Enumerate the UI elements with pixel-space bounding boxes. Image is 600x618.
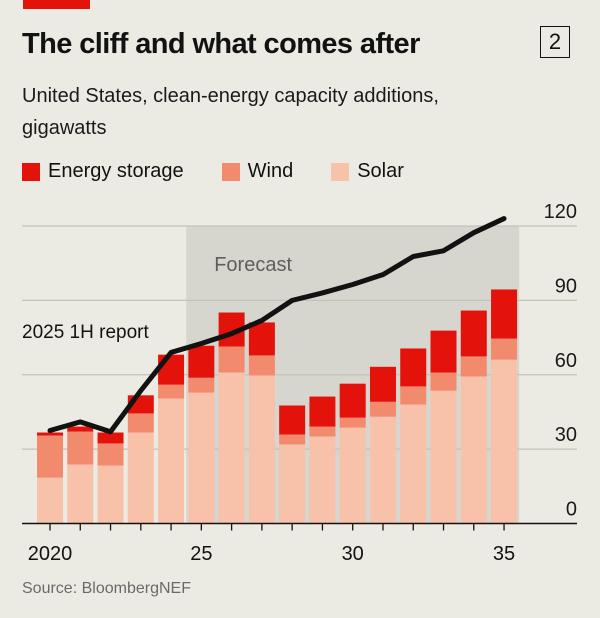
y-tick-label: 120 — [544, 201, 577, 223]
bar-energy-storage-2024 — [158, 354, 185, 385]
x-tick-label: 25 — [190, 543, 212, 565]
bar-energy-storage-2020 — [37, 432, 63, 436]
bar-energy-storage-2032 — [400, 348, 427, 387]
chart-subtitle: United States, clean-energy capacity add… — [22, 85, 439, 139]
bar-wind-2021 — [67, 431, 94, 465]
legend-item-solar: Solar — [331, 160, 404, 183]
bar-solar-2030 — [339, 427, 366, 524]
legend-label-wind: Wind — [247, 160, 294, 182]
bar-solar-2021 — [67, 464, 94, 524]
legend-item-storage: Energy storage — [22, 160, 184, 183]
line-2025-1h-report — [47, 216, 507, 435]
bar-wind-2025 — [188, 377, 215, 393]
bar-solar-2027 — [248, 375, 275, 524]
bar-wind-2031 — [369, 401, 396, 417]
bar-energy-storage-2031 — [369, 366, 396, 402]
source-note: Source: BloombergNEF — [22, 580, 191, 597]
legend-swatch-storage — [22, 162, 40, 181]
x-tick-label: 30 — [342, 543, 364, 565]
bar-wind-2022 — [97, 443, 124, 466]
bar-energy-storage-2029 — [309, 396, 336, 427]
bar-solar-2025 — [188, 392, 215, 524]
bar-wind-2035 — [491, 338, 518, 360]
bar-energy-storage-2022 — [97, 432, 124, 444]
bar-wind-2029 — [309, 426, 336, 437]
bar-wind-2020 — [37, 435, 63, 478]
bar-wind-2026 — [218, 346, 245, 373]
chart-number-badge: 2 — [540, 26, 570, 58]
bar-energy-storage-2027 — [248, 322, 275, 356]
bar-wind-2023 — [127, 413, 154, 433]
bar-solar-2026 — [218, 372, 245, 524]
legend-label-storage: Energy storage — [48, 160, 184, 182]
bar-energy-storage-2033 — [430, 330, 457, 373]
legend-item-wind: Wind — [221, 160, 294, 183]
bar-wind-2032 — [400, 386, 427, 405]
x-tick-label: 2020 — [28, 543, 73, 565]
bar-energy-storage-2021 — [67, 426, 94, 432]
bar-solar-2024 — [158, 398, 185, 524]
bar-wind-2024 — [158, 384, 185, 399]
x-tick-label: 35 — [493, 543, 515, 565]
bar-energy-storage-2030 — [339, 383, 366, 418]
y-tick-label: 30 — [555, 424, 577, 446]
bar-wind-2027 — [248, 355, 275, 376]
bar-energy-storage-2025 — [188, 345, 215, 378]
bar-solar-2028 — [279, 444, 306, 524]
forecast-label: Forecast — [214, 254, 292, 276]
bar-solar-2022 — [97, 465, 124, 524]
y-tick-label: 90 — [555, 275, 577, 297]
legend-swatch-wind — [221, 162, 240, 181]
bar-solar-2034 — [460, 376, 487, 524]
bar-solar-2029 — [309, 436, 336, 524]
legend-swatch-solar — [331, 162, 350, 181]
bar-solar-2023 — [127, 432, 154, 524]
bar-wind-2034 — [460, 356, 487, 377]
chart-title: The cliff and what comes after — [22, 28, 420, 60]
bar-solar-2032 — [400, 404, 427, 524]
bar-wind-2030 — [339, 417, 366, 428]
accent-bar — [23, 0, 90, 9]
y-tick-label: 60 — [555, 350, 577, 372]
bar-energy-storage-2034 — [460, 310, 487, 357]
bar-solar-2033 — [430, 390, 457, 524]
bar-energy-storage-2028 — [279, 405, 306, 435]
line-label: 2025 1H report — [22, 322, 149, 343]
bar-solar-2020 — [37, 477, 63, 524]
bar-solar-2031 — [369, 416, 396, 524]
legend: Energy storage Wind Solar — [22, 160, 442, 183]
bar-wind-2028 — [279, 434, 306, 445]
bar-wind-2033 — [430, 372, 457, 391]
y-tick-label: 0 — [566, 499, 577, 521]
bar-solar-2035 — [491, 359, 518, 524]
legend-label-solar: Solar — [357, 160, 404, 182]
bar-energy-storage-2035 — [491, 289, 518, 339]
